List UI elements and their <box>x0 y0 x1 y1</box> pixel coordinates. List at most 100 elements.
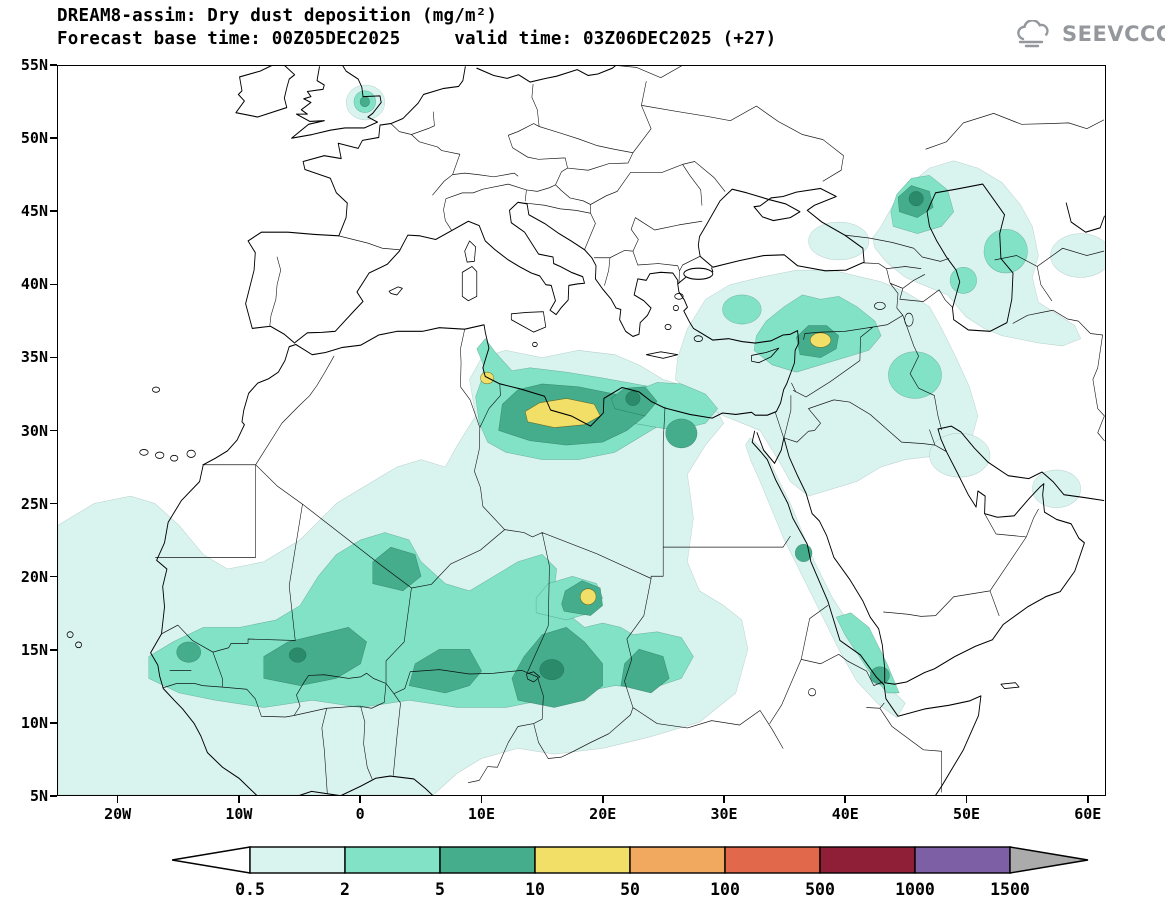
coastline-straits <box>677 267 714 285</box>
dust-blob-red-sea-dot1 <box>794 543 813 562</box>
y-axis-label: 50N <box>20 129 48 148</box>
dust-dark-chad <box>539 659 565 681</box>
y-axis-tick <box>50 429 57 432</box>
y-axis-tick <box>50 795 57 797</box>
legend-color-cell <box>344 846 441 874</box>
x-axis-label: 30E <box>710 805 738 823</box>
coastline-ireland <box>235 66 296 118</box>
legend-color-cell <box>914 846 1011 874</box>
cloud-icon <box>1017 20 1049 48</box>
x-axis-tick <box>1087 796 1089 803</box>
coastline-caspian <box>926 183 1014 332</box>
y-axis-tick <box>50 137 57 139</box>
dust-dark-accent-layer <box>289 191 924 681</box>
lake-chad <box>526 671 541 683</box>
y-axis-label: 15N <box>20 640 48 659</box>
legend-arrow-below-range <box>172 846 251 874</box>
canary-island-4 <box>186 449 196 458</box>
lake-tana <box>808 688 817 697</box>
x-axis-tick <box>480 796 483 803</box>
dust-blob-mid-egypt <box>665 418 698 449</box>
x-axis-label: 20E <box>589 805 617 823</box>
legend-value-label: 500 <box>805 880 835 899</box>
dust-dark-caucasus <box>908 191 924 207</box>
legend-value-label: 10 <box>525 880 545 899</box>
dust-blob-oman <box>1032 469 1082 509</box>
dust-blob-middle-east <box>675 269 979 497</box>
dust-dark-cyrenaica <box>625 390 641 406</box>
y-axis-tick <box>50 64 57 66</box>
dust-blob-caspian-east <box>983 229 1028 274</box>
y-axis-tick <box>50 283 57 286</box>
dust-blob-senegal <box>176 641 202 663</box>
legend-value-label: 1500 <box>990 880 1030 899</box>
malta-island <box>532 341 538 348</box>
x-axis-tick <box>844 796 847 803</box>
borders-middle-east <box>775 234 1105 617</box>
dust-blob-uk-dot <box>359 96 370 108</box>
corsica-island <box>464 240 476 263</box>
islands-layer <box>66 240 1020 697</box>
coastline-britain <box>291 66 382 139</box>
dust-yellow-syria <box>810 332 832 348</box>
sicily-island <box>510 311 547 333</box>
cyprus-island <box>751 347 780 364</box>
dust-blob-zagros <box>888 351 942 399</box>
y-axis-tick <box>50 502 57 505</box>
sardinia-island <box>461 266 478 302</box>
legend-color-cell <box>439 846 536 874</box>
dust-blob-niger <box>408 648 482 694</box>
lesbos-island <box>674 293 684 300</box>
coastline-mediterranean <box>294 201 800 427</box>
legend-value-label: 50 <box>620 880 640 899</box>
geographic-map <box>58 66 1105 795</box>
y-axis-label: 30N <box>20 421 48 440</box>
map-title: DREAM8-assim: Dry dust deposition (mg/m²… <box>57 6 498 26</box>
x-axis-tick <box>359 796 361 803</box>
chios-island <box>672 304 679 312</box>
coastline-marmara <box>683 267 714 280</box>
y-axis-tick <box>50 722 57 724</box>
coastline-red-sea-west-horn <box>751 430 982 795</box>
y-axis-tick <box>50 575 57 578</box>
canary-island-2 <box>155 451 165 459</box>
dust-blob-north-mali <box>372 546 422 592</box>
dust-blob-anatolia <box>722 294 762 325</box>
colorbar-legend: 0.5 2 5 10 50 100 500 1000 1500 <box>172 846 1089 899</box>
y-axis-tick <box>50 356 57 359</box>
x-axis-tick <box>723 796 725 803</box>
legend-color-cell <box>249 846 346 874</box>
map-plot-area <box>57 65 1106 796</box>
seevccc-logo: SEEVCCC <box>1012 20 1165 48</box>
dust-level3-layer <box>176 96 934 708</box>
x-axis-label: 60E <box>1074 805 1102 823</box>
x-axis-tick <box>601 796 604 803</box>
socotra-island <box>1000 682 1020 690</box>
coastline-iberia-atlantic-north-sea <box>245 66 466 344</box>
crete-island <box>645 351 679 359</box>
coastline-black-sea <box>697 187 865 272</box>
legend-value-label: 0.5 <box>235 880 265 899</box>
x-axis-tick <box>965 796 968 803</box>
x-axis-label: 20W <box>104 805 132 823</box>
y-axis-label: 35N <box>20 348 48 367</box>
borders-africa <box>155 328 942 794</box>
y-axis-label: 40N <box>20 275 48 294</box>
x-axis-tick <box>238 796 240 803</box>
legend-value-label: 5 <box>435 880 445 899</box>
x-axis-label: 10W <box>225 805 253 823</box>
legend-color-cell <box>534 846 631 874</box>
x-axis-tick <box>116 796 119 803</box>
y-axis-tick <box>50 649 57 651</box>
borders-europe <box>269 66 1105 326</box>
coastline-baltic <box>476 66 616 83</box>
y-axis-label: 25N <box>20 494 48 513</box>
y-axis-label: 5N <box>29 787 48 805</box>
coastline-layer <box>150 66 1105 795</box>
dust-blob-black-sea-east <box>808 221 870 261</box>
madeira-island <box>152 386 161 393</box>
canary-island-1 <box>139 449 149 456</box>
cape-verde-island-1 <box>66 631 74 638</box>
coastline-aral <box>1065 202 1105 233</box>
